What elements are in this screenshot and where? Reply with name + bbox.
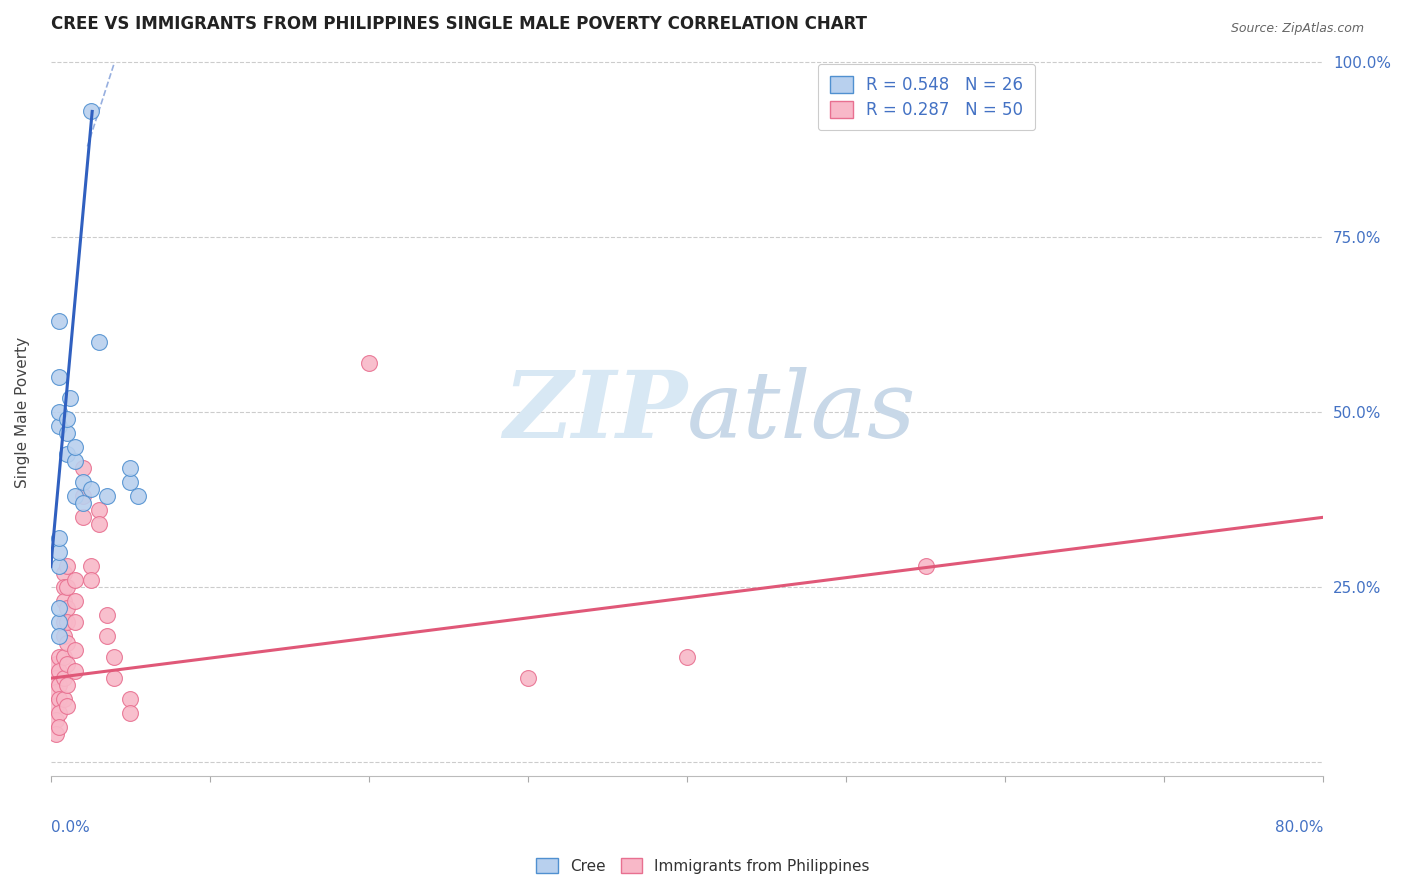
Point — [72, 461, 94, 475]
Point — [45, 713, 67, 727]
Point — [72, 489, 94, 503]
Legend: R = 0.548   N = 26, R = 0.287   N = 50: R = 0.548 N = 26, R = 0.287 N = 50 — [818, 64, 1035, 130]
Point — [87, 503, 110, 517]
Point — [63, 489, 86, 503]
Point — [120, 692, 142, 706]
Point — [120, 461, 142, 475]
Point — [63, 615, 86, 630]
Point — [914, 559, 936, 574]
Point — [55, 447, 77, 461]
Point — [63, 643, 86, 657]
Point — [120, 706, 142, 721]
Point — [52, 629, 75, 643]
Point — [55, 699, 77, 714]
Point — [517, 671, 540, 685]
Point — [48, 559, 70, 574]
Point — [87, 335, 110, 350]
Point — [72, 496, 94, 510]
Text: atlas: atlas — [688, 368, 917, 458]
Point — [96, 608, 118, 623]
Point — [52, 671, 75, 685]
Point — [63, 454, 86, 468]
Point — [96, 629, 118, 643]
Point — [87, 517, 110, 532]
Point — [63, 574, 86, 588]
Point — [55, 657, 77, 672]
Point — [52, 594, 75, 608]
Point — [63, 664, 86, 678]
Point — [79, 574, 101, 588]
Point — [48, 405, 70, 419]
Point — [52, 615, 75, 630]
Point — [52, 580, 75, 594]
Point — [79, 559, 101, 574]
Point — [48, 601, 70, 615]
Point — [103, 650, 125, 665]
Point — [72, 510, 94, 524]
Point — [48, 629, 70, 643]
Point — [79, 483, 101, 497]
Point — [55, 678, 77, 692]
Point — [55, 559, 77, 574]
Point — [48, 720, 70, 734]
Point — [55, 412, 77, 426]
Point — [52, 650, 75, 665]
Point — [48, 706, 70, 721]
Y-axis label: Single Male Poverty: Single Male Poverty — [15, 337, 30, 488]
Point — [45, 657, 67, 672]
Text: 0.0%: 0.0% — [51, 820, 90, 835]
Point — [127, 489, 149, 503]
Point — [45, 699, 67, 714]
Point — [48, 419, 70, 434]
Point — [55, 615, 77, 630]
Point — [676, 650, 699, 665]
Point — [48, 545, 70, 559]
Point — [45, 685, 67, 699]
Point — [357, 356, 380, 370]
Text: CREE VS IMMIGRANTS FROM PHILIPPINES SINGLE MALE POVERTY CORRELATION CHART: CREE VS IMMIGRANTS FROM PHILIPPINES SING… — [51, 15, 868, 33]
Text: ZIP: ZIP — [503, 368, 688, 458]
Point — [55, 580, 77, 594]
Point — [52, 692, 75, 706]
Text: Source: ZipAtlas.com: Source: ZipAtlas.com — [1230, 22, 1364, 36]
Point — [48, 314, 70, 328]
Point — [52, 566, 75, 581]
Point — [103, 671, 125, 685]
Point — [48, 678, 70, 692]
Point — [48, 615, 70, 630]
Point — [55, 601, 77, 615]
Point — [45, 671, 67, 685]
Point — [120, 475, 142, 490]
Point — [55, 426, 77, 441]
Point — [48, 692, 70, 706]
Point — [63, 440, 86, 454]
Text: 80.0%: 80.0% — [1275, 820, 1323, 835]
Point — [45, 727, 67, 741]
Point — [96, 489, 118, 503]
Legend: Cree, Immigrants from Philippines: Cree, Immigrants from Philippines — [530, 852, 876, 880]
Point — [55, 636, 77, 650]
Point — [72, 475, 94, 490]
Point — [48, 664, 70, 678]
Point — [48, 370, 70, 384]
Point — [48, 531, 70, 545]
Point — [48, 650, 70, 665]
Point — [79, 104, 101, 119]
Point — [63, 594, 86, 608]
Point — [59, 392, 82, 406]
